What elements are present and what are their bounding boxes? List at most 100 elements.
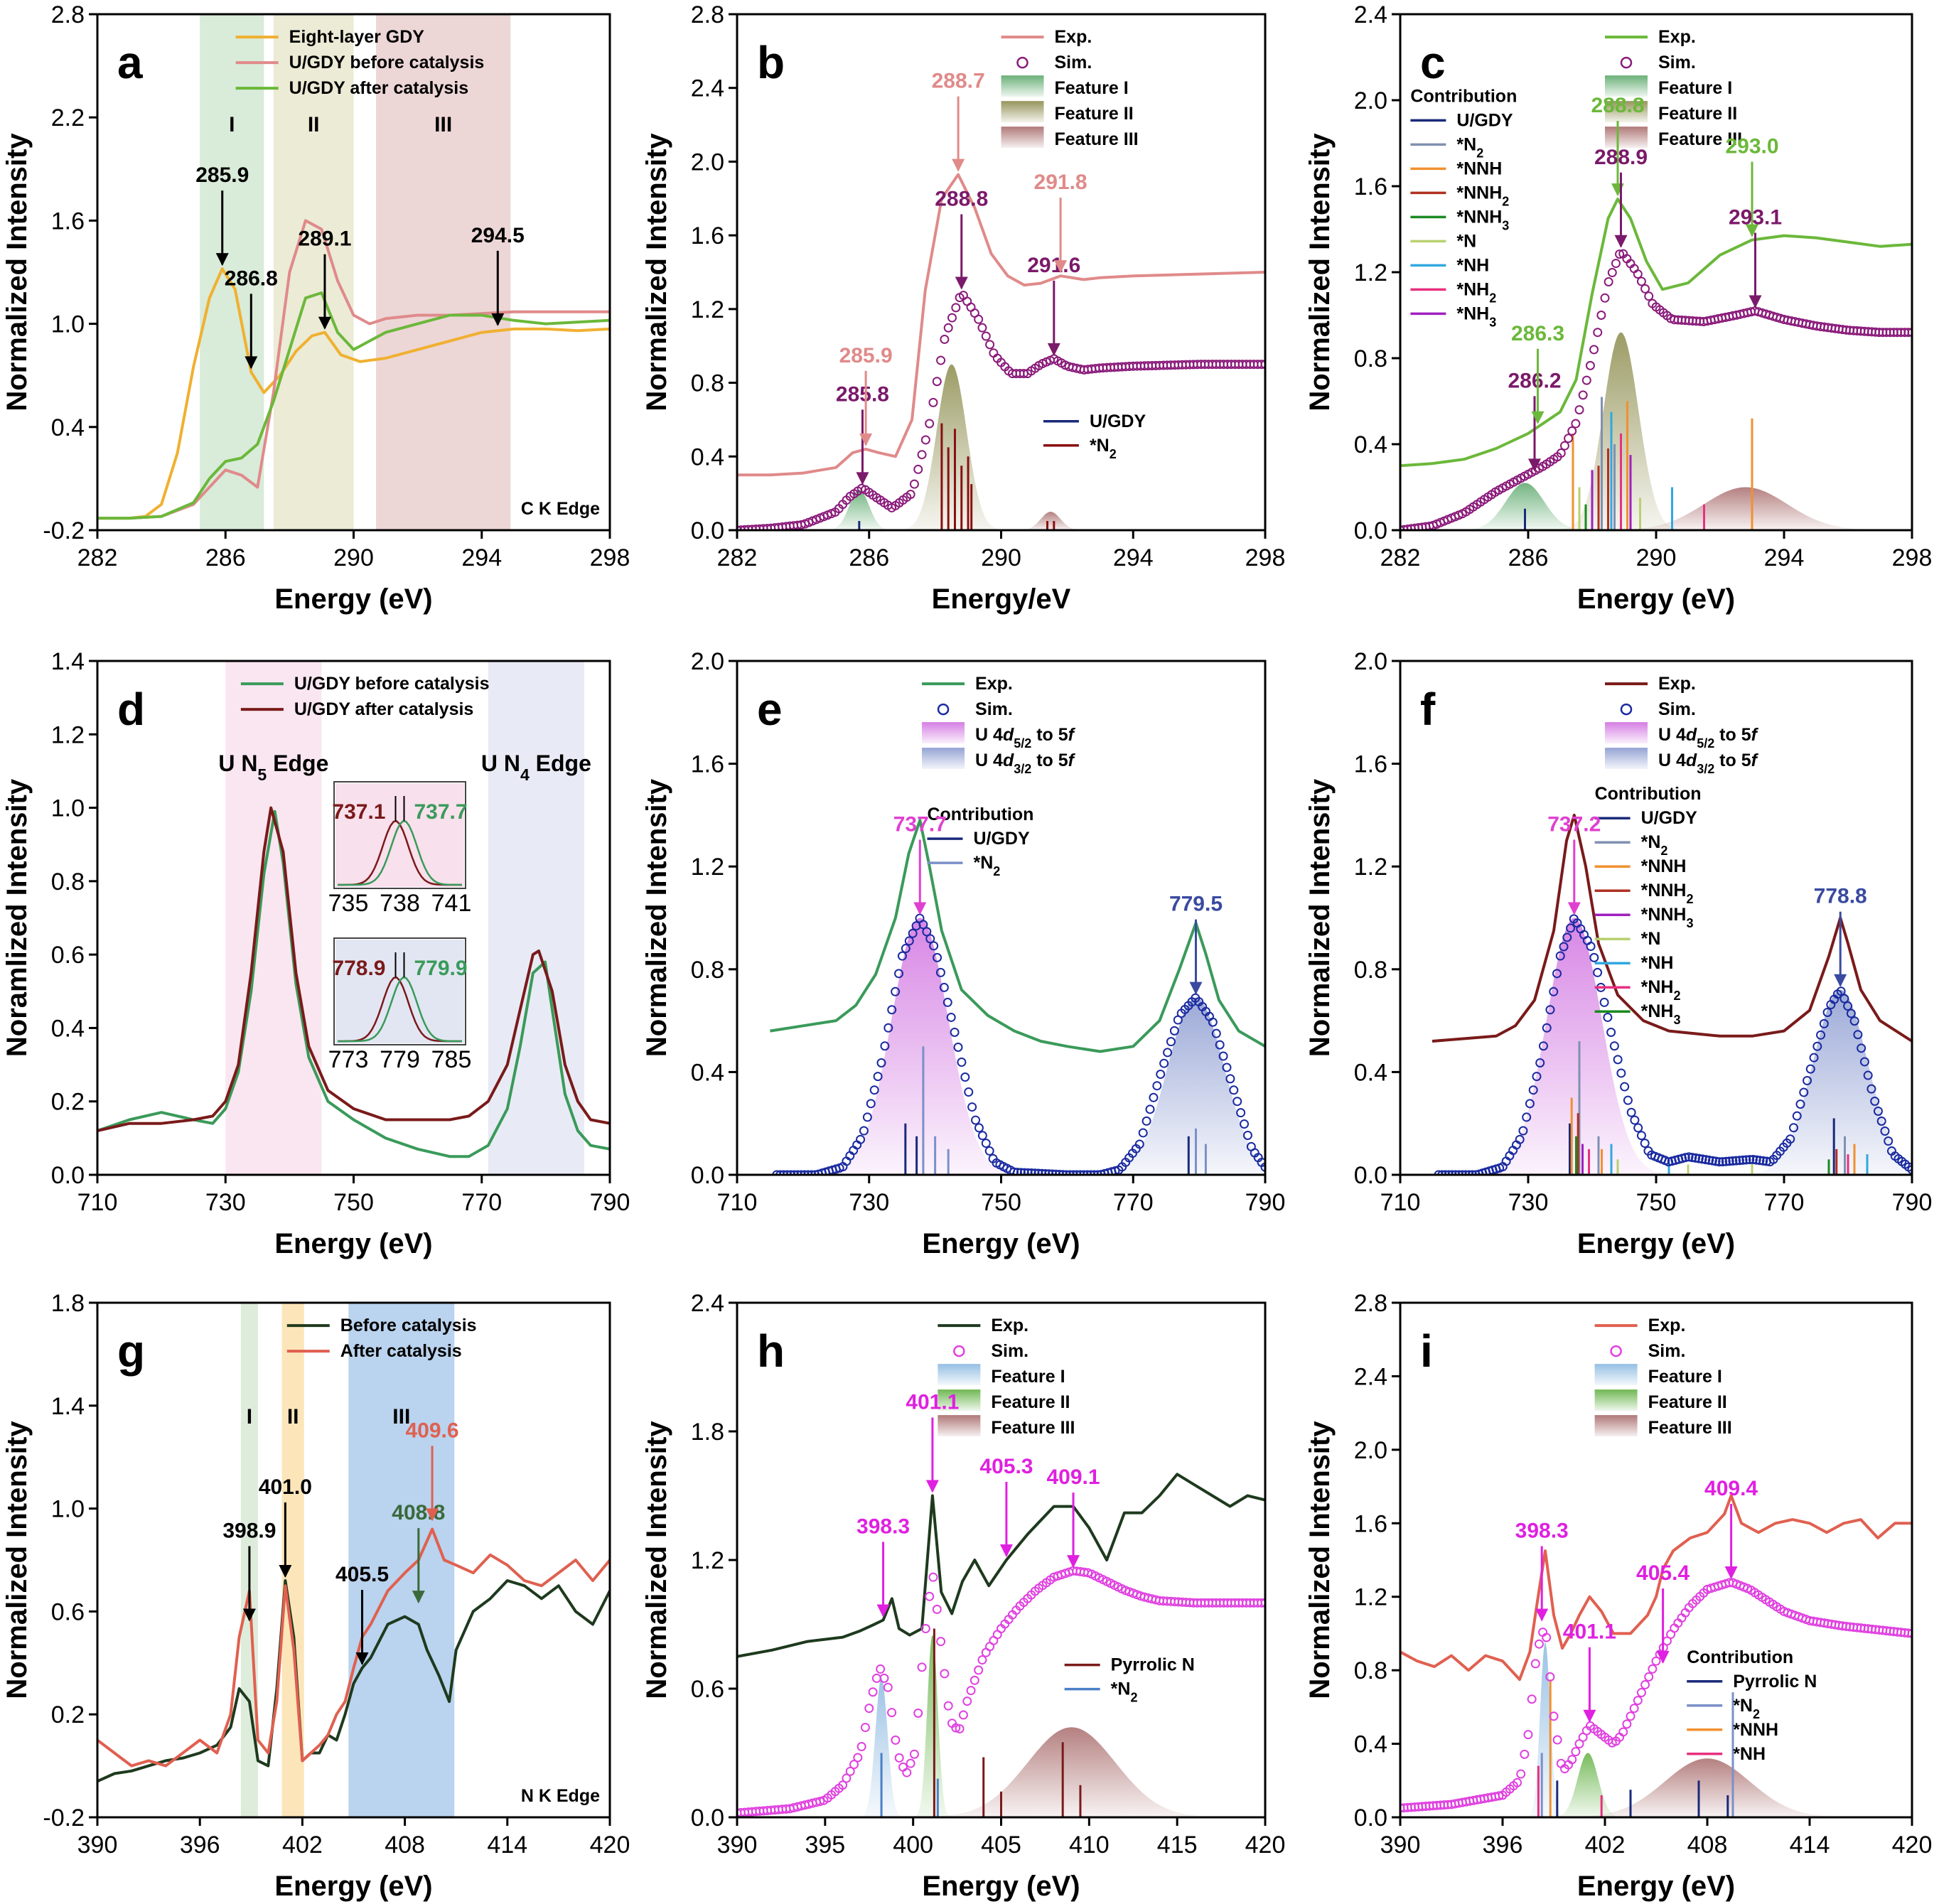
sim-point xyxy=(1019,1168,1029,1175)
legend-swatch xyxy=(1594,1415,1638,1437)
x-axis-title: Energy (eV) xyxy=(1577,583,1735,615)
x-tick-label: 415 xyxy=(1157,1832,1198,1859)
sim-point xyxy=(936,1637,946,1647)
legend-label: Feature II xyxy=(1055,104,1134,124)
x-tick-label: 294 xyxy=(1113,544,1154,571)
sim-point xyxy=(1515,1134,1525,1144)
contribution-label: *NH xyxy=(1456,255,1489,275)
y-tick-label: 0.4 xyxy=(691,443,724,470)
sim-point xyxy=(958,1710,968,1720)
annotation-label: 289.1 xyxy=(298,227,351,251)
inset-peak-label: 737.1 xyxy=(332,800,385,824)
panel-g: 390 396 402 408 414 420 -0.2 0.2 0.6 1.0 1.4 1.8 Ene… xyxy=(1,1290,630,1902)
band-2 xyxy=(273,14,354,530)
sim-point xyxy=(868,1687,878,1697)
inset-curve xyxy=(338,977,462,1043)
x-tick-label: 298 xyxy=(1245,544,1286,571)
annotation-label: 737.7 xyxy=(893,813,947,837)
y-axis-title: Normalized Intensity xyxy=(1,133,33,412)
contribution-title: Contribution xyxy=(1687,1647,1793,1667)
legend-label: Exp. xyxy=(1648,1316,1686,1335)
sim-point xyxy=(913,1708,923,1718)
y-tick-label: 1.8 xyxy=(691,1419,724,1446)
legend-label: Exp. xyxy=(1055,27,1092,47)
sim-point xyxy=(1138,1128,1148,1138)
sim-point xyxy=(955,1723,965,1733)
feature-peak-1 xyxy=(1525,1642,1566,1817)
y-axis-title: Normalized Intensity xyxy=(641,778,672,1057)
annotation-arrowhead xyxy=(859,433,873,446)
sim-point xyxy=(1471,1170,1481,1175)
sim-point xyxy=(943,323,953,333)
sim-point xyxy=(1589,345,1599,355)
sim-point xyxy=(1092,1170,1102,1175)
contribution-label: U/GDY xyxy=(973,829,1030,849)
series-sim xyxy=(772,913,1265,1175)
legend-label: Exp. xyxy=(975,674,1013,694)
y-tick-label: 2.0 xyxy=(1354,1437,1387,1464)
sim-point xyxy=(1083,1170,1092,1175)
feature-peak-1 xyxy=(1448,483,1602,530)
x-tick-label: 402 xyxy=(282,1832,323,1859)
sim-point xyxy=(1528,1085,1538,1095)
contribution-title: Contribution xyxy=(1595,784,1702,804)
legend-swatch xyxy=(1001,101,1044,123)
sim-point xyxy=(1527,1694,1537,1704)
sim-point xyxy=(1907,328,1912,338)
sim-point xyxy=(887,1005,897,1015)
sim-point xyxy=(1260,1598,1265,1608)
series-line-1 xyxy=(770,819,1265,1053)
sim-point xyxy=(981,331,991,341)
sim-point xyxy=(985,340,995,350)
sim-point xyxy=(1571,1747,1581,1757)
sim-point xyxy=(1464,1170,1474,1175)
sim-point xyxy=(1549,986,1559,996)
sim-point xyxy=(1748,1154,1758,1164)
sim-point xyxy=(1211,1028,1221,1038)
sim-point xyxy=(1596,311,1606,320)
panel-letter: a xyxy=(117,37,143,88)
plot-area xyxy=(97,1303,610,1817)
annotation-label: 291.6 xyxy=(1027,254,1080,277)
contribution-label: *NH xyxy=(1641,953,1674,973)
band-label: I xyxy=(247,1405,252,1429)
x-tick-label: 730 xyxy=(205,1189,246,1216)
sim-point xyxy=(1859,1057,1869,1067)
sim-point xyxy=(789,1170,799,1175)
annotation-label: 405.3 xyxy=(979,1455,1033,1478)
annotation-arrowhead xyxy=(1189,981,1203,995)
y-axis-title: Normalized Intensity xyxy=(641,1421,672,1699)
sim-point xyxy=(1593,328,1603,338)
edge-label: C K Edge xyxy=(521,499,600,519)
panel-a: 282 286 290 294 298 -0.2 0.4 1.0 1.6 2.2 2.8 Energy… xyxy=(1,1,630,615)
series-line-2 xyxy=(97,806,610,1132)
sim-point xyxy=(1721,1156,1731,1166)
annotation-label: 409.4 xyxy=(1704,1477,1758,1500)
sim-point xyxy=(880,1041,890,1051)
series-line-1 xyxy=(1400,198,1912,468)
y-tick-label: 2.4 xyxy=(1354,1,1387,28)
sim-point xyxy=(1552,1735,1562,1745)
x-axis-title: Energy (eV) xyxy=(1577,1228,1735,1259)
series-line-3 xyxy=(97,291,610,520)
legend-label: Sim. xyxy=(1648,1341,1686,1361)
sim-point xyxy=(1606,1027,1616,1037)
legend-label: Feature III xyxy=(1658,129,1742,149)
sim-point xyxy=(845,1766,855,1776)
annotation-arrowhead xyxy=(412,1591,425,1604)
sim-point xyxy=(1142,1116,1151,1126)
y-tick-label: 1.0 xyxy=(51,1496,85,1523)
annotation-label: 409.1 xyxy=(1047,1465,1100,1489)
annotation-label: 779.5 xyxy=(1169,893,1223,916)
plot-area xyxy=(770,819,1265,1175)
y-tick-label: 2.0 xyxy=(691,648,724,675)
y-tick-label: 1.2 xyxy=(1354,1584,1387,1611)
x-tick-label: 750 xyxy=(981,1189,1021,1216)
x-axis-title: Energy (eV) xyxy=(922,1871,1080,1902)
sim-point xyxy=(1556,448,1566,458)
sim-point xyxy=(1633,1123,1643,1133)
sim-point xyxy=(810,1170,820,1175)
annotation-arrowhead xyxy=(1528,458,1541,472)
axes-frame xyxy=(1399,1301,1913,1819)
x-axis-title: Energy/eV xyxy=(932,583,1071,615)
